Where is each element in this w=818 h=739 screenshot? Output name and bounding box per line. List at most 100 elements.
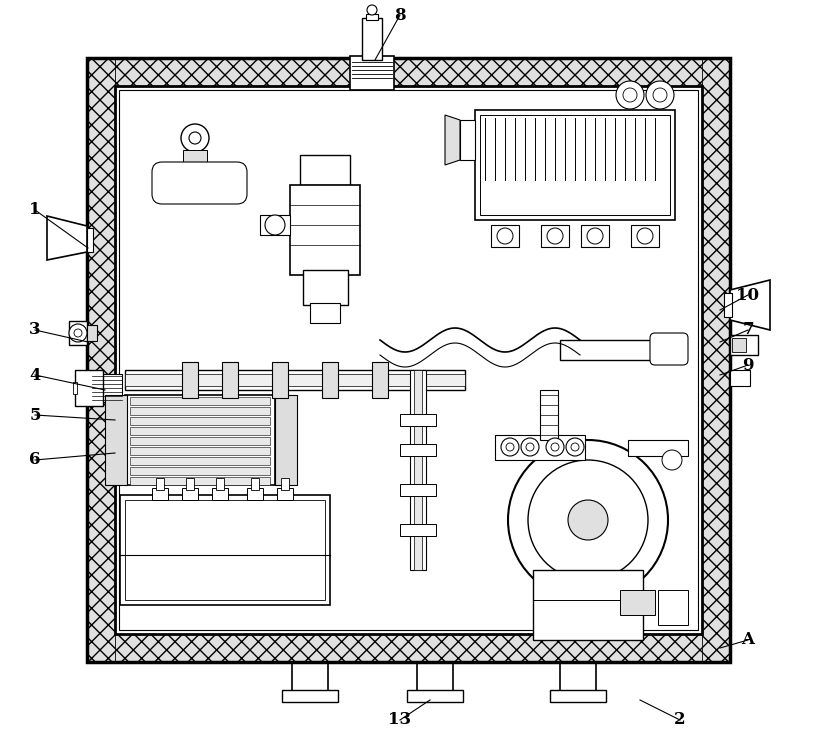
Bar: [73, 382, 77, 394]
Bar: [417, 662, 453, 692]
Bar: [87, 58, 115, 662]
Bar: [372, 362, 388, 398]
Bar: [410, 370, 426, 570]
Bar: [550, 690, 606, 702]
Bar: [275, 395, 297, 485]
Bar: [730, 335, 758, 355]
Bar: [322, 362, 338, 398]
Bar: [87, 228, 93, 252]
Bar: [281, 478, 289, 490]
Bar: [533, 570, 643, 640]
Circle shape: [623, 88, 637, 102]
Text: 13: 13: [389, 712, 411, 729]
Bar: [350, 56, 394, 90]
Bar: [310, 303, 340, 323]
Bar: [182, 488, 198, 500]
Circle shape: [508, 440, 668, 600]
Bar: [186, 478, 194, 490]
Text: A: A: [741, 632, 754, 649]
Text: 9: 9: [742, 356, 753, 373]
Bar: [130, 407, 270, 415]
Circle shape: [497, 228, 513, 244]
Bar: [216, 478, 224, 490]
Bar: [480, 115, 670, 215]
Polygon shape: [47, 216, 87, 260]
Circle shape: [646, 81, 674, 109]
Circle shape: [653, 88, 667, 102]
Bar: [362, 18, 382, 60]
Bar: [272, 362, 288, 398]
Text: 6: 6: [29, 452, 41, 469]
Bar: [87, 325, 97, 341]
Bar: [400, 484, 436, 496]
Bar: [87, 634, 730, 662]
Bar: [251, 478, 259, 490]
Text: 1: 1: [29, 202, 41, 219]
Circle shape: [662, 450, 682, 470]
Circle shape: [528, 460, 648, 580]
Circle shape: [181, 124, 209, 152]
Bar: [414, 370, 422, 570]
Circle shape: [637, 228, 653, 244]
Bar: [125, 370, 465, 390]
Text: 2: 2: [674, 712, 685, 729]
Bar: [400, 524, 436, 536]
Bar: [105, 395, 127, 485]
Bar: [260, 215, 290, 235]
Bar: [277, 488, 293, 500]
Circle shape: [546, 438, 564, 456]
Bar: [130, 447, 270, 455]
Bar: [222, 362, 238, 398]
Bar: [702, 58, 730, 662]
Bar: [407, 690, 463, 702]
Circle shape: [367, 5, 377, 15]
Circle shape: [506, 443, 514, 451]
Bar: [366, 14, 378, 20]
Circle shape: [568, 500, 608, 540]
Bar: [125, 374, 465, 386]
Circle shape: [265, 215, 285, 235]
Bar: [125, 395, 275, 485]
Bar: [212, 488, 228, 500]
Circle shape: [587, 228, 603, 244]
Bar: [400, 414, 436, 426]
Bar: [400, 444, 436, 456]
Bar: [303, 270, 348, 305]
Bar: [87, 58, 730, 662]
FancyBboxPatch shape: [152, 162, 247, 204]
Text: 8: 8: [394, 7, 406, 24]
Circle shape: [521, 438, 539, 456]
Bar: [183, 150, 207, 162]
Bar: [120, 495, 330, 605]
Circle shape: [74, 329, 82, 337]
Bar: [628, 440, 688, 456]
Bar: [282, 690, 338, 702]
Circle shape: [616, 81, 644, 109]
Circle shape: [189, 132, 201, 144]
Circle shape: [571, 443, 579, 451]
Bar: [732, 338, 746, 352]
Bar: [115, 86, 702, 634]
Circle shape: [69, 324, 87, 342]
Bar: [130, 437, 270, 445]
Polygon shape: [730, 280, 770, 330]
Polygon shape: [445, 115, 460, 165]
Bar: [475, 110, 675, 220]
Bar: [491, 225, 519, 247]
Text: 5: 5: [29, 406, 41, 423]
Bar: [182, 362, 198, 398]
Text: 7: 7: [742, 321, 754, 338]
Bar: [125, 500, 325, 600]
FancyBboxPatch shape: [650, 333, 688, 365]
Bar: [130, 457, 270, 465]
Text: 4: 4: [29, 367, 41, 384]
Bar: [130, 477, 270, 485]
Bar: [130, 427, 270, 435]
Bar: [130, 417, 270, 425]
Bar: [631, 225, 659, 247]
Bar: [69, 321, 87, 345]
Polygon shape: [460, 120, 475, 160]
Bar: [119, 90, 698, 630]
Bar: [92, 374, 122, 402]
Bar: [658, 590, 688, 625]
